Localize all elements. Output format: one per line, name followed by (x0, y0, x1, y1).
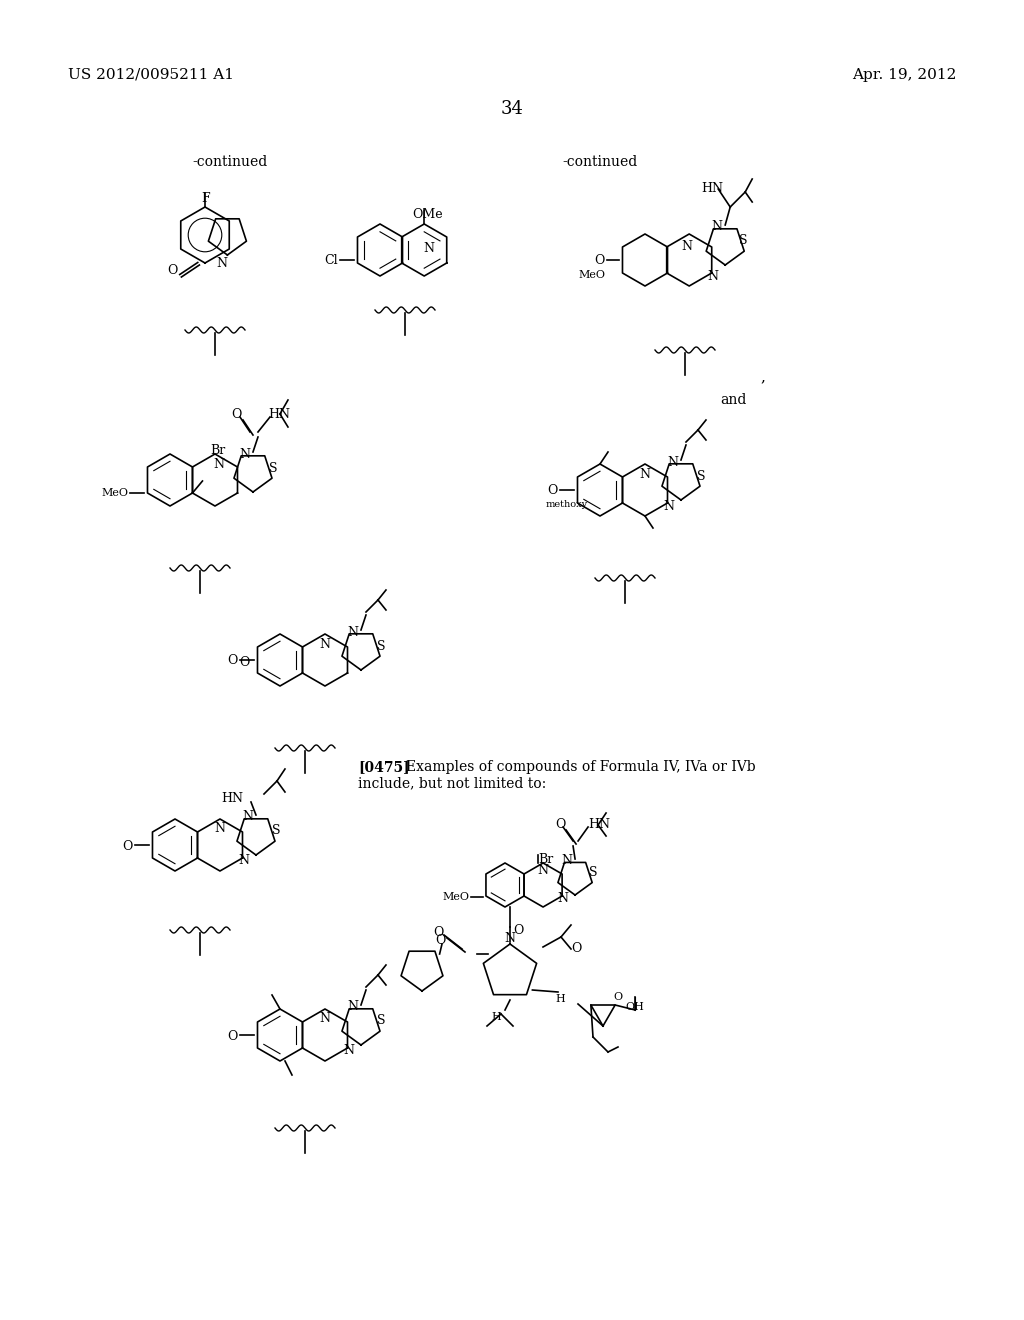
Text: N: N (557, 892, 568, 906)
Text: N: N (319, 638, 331, 651)
Text: O: O (613, 993, 623, 1002)
Text: MeO: MeO (442, 892, 469, 902)
Text: 34: 34 (501, 100, 523, 117)
Text: N: N (243, 810, 254, 824)
Text: Br: Br (538, 853, 553, 866)
Text: N: N (538, 865, 549, 878)
Text: methoxy: methoxy (546, 500, 588, 510)
Text: O: O (513, 924, 523, 937)
Text: O: O (123, 841, 133, 854)
Text: S: S (268, 462, 278, 474)
Text: HN: HN (221, 792, 243, 805)
Text: S: S (589, 866, 597, 879)
Text: S: S (739, 234, 748, 247)
Text: N: N (238, 854, 249, 867)
Text: F: F (201, 191, 210, 205)
Text: N: N (561, 854, 572, 867)
Text: O: O (230, 408, 242, 421)
Text: O: O (435, 935, 445, 948)
Text: N: N (708, 269, 718, 282)
Text: -continued: -continued (193, 154, 267, 169)
Text: HN: HN (268, 408, 290, 421)
Text: N: N (424, 242, 435, 255)
Text: S: S (271, 825, 281, 837)
Text: HN: HN (588, 817, 610, 830)
Text: Apr. 19, 2012: Apr. 19, 2012 (852, 69, 956, 82)
Text: O: O (555, 817, 565, 830)
Text: Br: Br (210, 444, 225, 457)
Text: O: O (433, 927, 443, 940)
Text: O: O (571, 942, 582, 956)
Text: N: N (668, 455, 679, 469)
Text: and: and (720, 393, 746, 407)
Text: N: N (213, 458, 224, 470)
Text: N: N (214, 822, 225, 836)
Text: MeO: MeO (101, 488, 128, 498)
Text: H: H (555, 994, 565, 1005)
Text: N: N (347, 626, 358, 639)
Text: OH: OH (625, 1002, 644, 1012)
Text: O: O (167, 264, 177, 276)
Text: O: O (227, 653, 238, 667)
Text: N: N (240, 447, 251, 461)
Text: H: H (492, 1012, 501, 1022)
Text: -continued: -continued (562, 154, 638, 169)
Text: OMe: OMe (413, 209, 442, 220)
Text: MeO: MeO (578, 271, 605, 280)
Text: [0475]: [0475] (358, 760, 410, 774)
Text: N: N (712, 220, 723, 234)
Text: N: N (663, 499, 674, 512)
Text: O: O (240, 656, 250, 668)
Text: S: S (696, 470, 706, 483)
Text: O: O (548, 483, 558, 496)
Text: N: N (319, 1012, 331, 1026)
Text: O: O (227, 1031, 238, 1044)
Text: ,: , (760, 370, 765, 384)
Text: O: O (595, 253, 605, 267)
Text: N: N (347, 1001, 358, 1014)
Text: include, but not limited to:: include, but not limited to: (358, 776, 546, 789)
Text: N: N (505, 932, 515, 945)
Text: US 2012/0095211 A1: US 2012/0095211 A1 (68, 69, 234, 82)
Text: Examples of compounds of Formula IV, IVa or IVb: Examples of compounds of Formula IV, IVa… (406, 760, 756, 774)
Text: N: N (639, 467, 650, 480)
Text: N: N (343, 1044, 354, 1057)
Text: S: S (377, 639, 385, 652)
Text: Cl: Cl (325, 253, 338, 267)
Text: N: N (682, 239, 692, 252)
Text: N: N (216, 257, 227, 271)
Text: HN: HN (701, 182, 723, 195)
Text: S: S (377, 1015, 385, 1027)
